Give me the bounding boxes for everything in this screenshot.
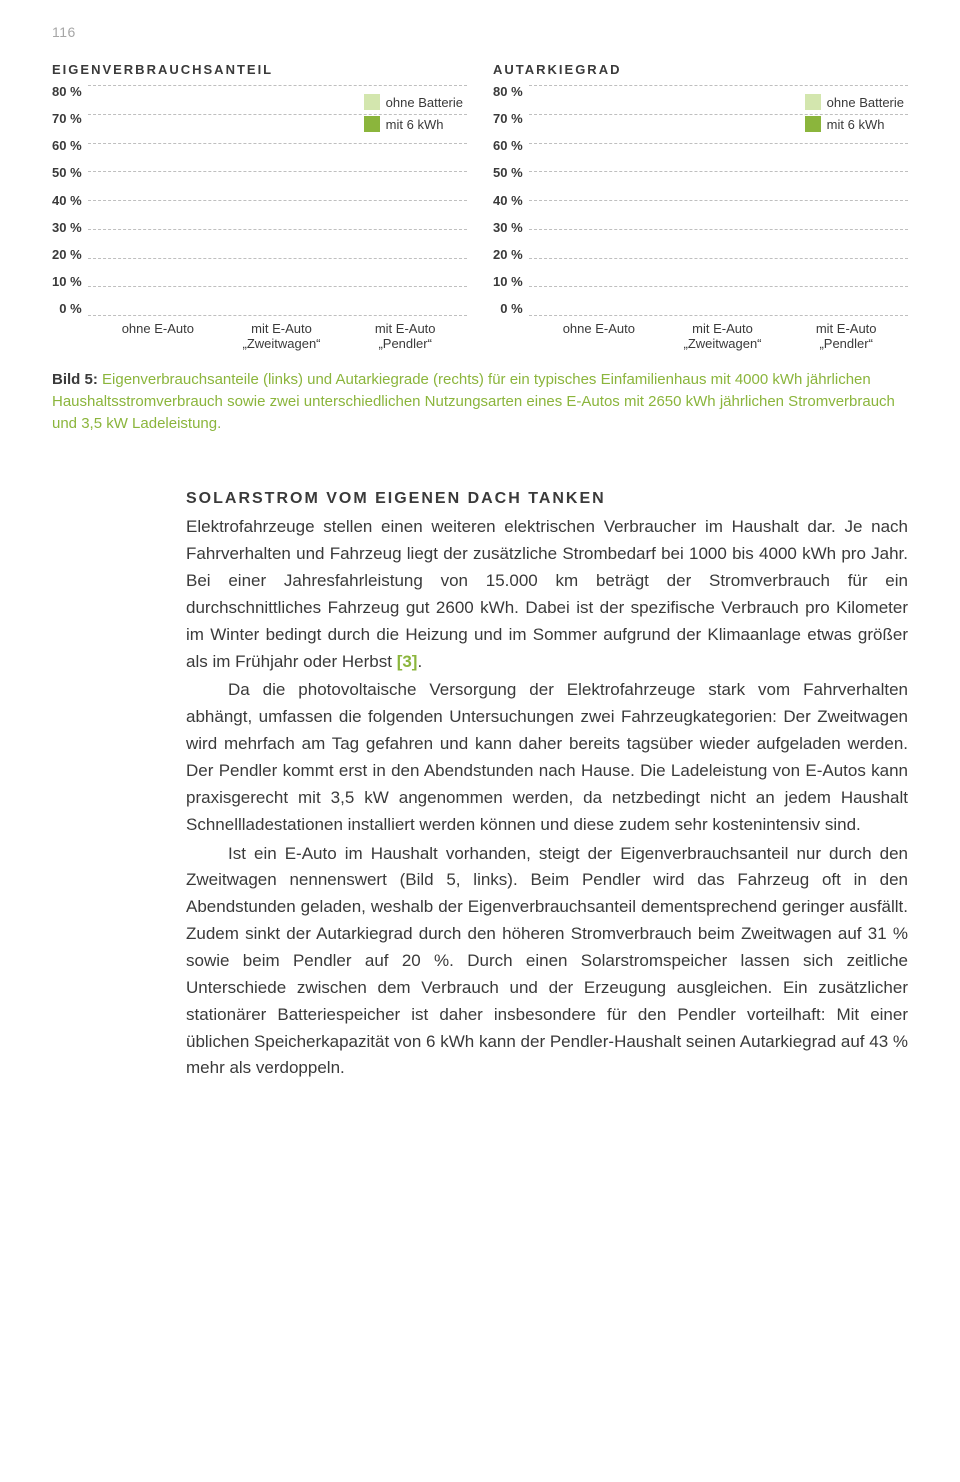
x-sublabel: „Zweitwagen“ <box>220 336 344 351</box>
y-tick: 50 % <box>493 166 523 179</box>
y-tick: 10 % <box>52 275 82 288</box>
section-heading: SOLARSTROM VOM EIGENEN DACH TANKEN <box>186 490 908 508</box>
y-tick: 20 % <box>52 248 82 261</box>
chart-title: AUTARKIEGRAD <box>493 62 908 77</box>
x-axis: ohne E-Automit E-Auto„Zweitwagen“mit E-A… <box>52 321 467 351</box>
x-sublabel: „Pendler“ <box>343 336 467 351</box>
y-tick: 80 % <box>52 85 82 98</box>
caption-lead: Bild 5: <box>52 371 98 388</box>
y-axis: 80 % 70 % 60 % 50 % 40 % 30 % 20 % 10 % 0 % <box>52 85 88 315</box>
paragraph-3: Ist ein E-Auto im Haushalt vorhanden, st… <box>186 841 908 1083</box>
y-tick: 50 % <box>52 166 82 179</box>
body-section: SOLARSTROM VOM EIGENEN DACH TANKEN Elekt… <box>52 490 908 1082</box>
y-tick: 70 % <box>52 112 82 125</box>
chart-box: 80 % 70 % 60 % 50 % 40 % 30 % 20 % 10 % 0 % <box>52 85 467 315</box>
paragraph-1b: . <box>417 652 422 671</box>
y-tick: 60 % <box>493 139 523 152</box>
x-tick-group: mit E-Auto„Zweitwagen“ <box>661 321 785 351</box>
bar-groups <box>529 85 908 315</box>
charts-row: EIGENVERBRAUCHSANTEILohne Batteriemit 6 … <box>52 62 908 351</box>
x-tick-group: ohne E-Auto <box>96 321 220 351</box>
y-axis: 80 % 70 % 60 % 50 % 40 % 30 % 20 % 10 % 0 % <box>493 85 529 315</box>
x-tick-group: mit E-Auto„Pendler“ <box>343 321 467 351</box>
y-tick: 10 % <box>493 275 523 288</box>
y-tick: 0 % <box>493 302 523 315</box>
bar-groups <box>88 85 467 315</box>
x-tick-group: ohne E-Auto <box>537 321 661 351</box>
x-label: mit E-Auto <box>220 321 344 336</box>
figure-caption: Bild 5: Eigenverbrauchsanteile (links) u… <box>52 369 908 434</box>
y-tick: 30 % <box>52 221 82 234</box>
y-tick: 40 % <box>52 194 82 207</box>
plot-area <box>529 85 908 315</box>
x-label: mit E-Auto <box>661 321 785 336</box>
x-tick-group: mit E-Auto„Pendler“ <box>784 321 908 351</box>
y-tick: 60 % <box>52 139 82 152</box>
chart: EIGENVERBRAUCHSANTEILohne Batteriemit 6 … <box>52 62 467 351</box>
x-label: mit E-Auto <box>784 321 908 336</box>
y-tick: 20 % <box>493 248 523 261</box>
x-sublabel: „Pendler“ <box>784 336 908 351</box>
page: 116 EIGENVERBRAUCHSANTEILohne Batteriemi… <box>0 0 960 1132</box>
paragraph-1a: Elektrofahrzeuge stellen einen weiteren … <box>186 517 908 670</box>
chart-title: EIGENVERBRAUCHSANTEIL <box>52 62 467 77</box>
page-number: 116 <box>52 24 908 40</box>
grid-line <box>529 315 908 316</box>
paragraph-1: Elektrofahrzeuge stellen einen weiteren … <box>186 514 908 675</box>
x-axis: ohne E-Automit E-Auto„Zweitwagen“mit E-A… <box>493 321 908 351</box>
caption-text: Eigenverbrauchsanteile (links) und Autar… <box>52 371 895 432</box>
reference-3: [3] <box>397 652 418 671</box>
grid-line <box>88 315 467 316</box>
chart-box: 80 % 70 % 60 % 50 % 40 % 30 % 20 % 10 % 0 % <box>493 85 908 315</box>
x-sublabel: „Zweitwagen“ <box>661 336 785 351</box>
x-tick-group: mit E-Auto„Zweitwagen“ <box>220 321 344 351</box>
y-tick: 40 % <box>493 194 523 207</box>
y-tick: 70 % <box>493 112 523 125</box>
x-label: mit E-Auto <box>343 321 467 336</box>
plot-area <box>88 85 467 315</box>
y-tick: 30 % <box>493 221 523 234</box>
paragraph-2: Da die photovoltaische Versorgung der El… <box>186 677 908 838</box>
y-tick: 0 % <box>52 302 82 315</box>
chart: AUTARKIEGRADohne Batteriemit 6 kWh80 %70… <box>493 62 908 351</box>
y-tick: 80 % <box>493 85 523 98</box>
x-label: ohne E-Auto <box>537 321 661 336</box>
x-label: ohne E-Auto <box>96 321 220 336</box>
